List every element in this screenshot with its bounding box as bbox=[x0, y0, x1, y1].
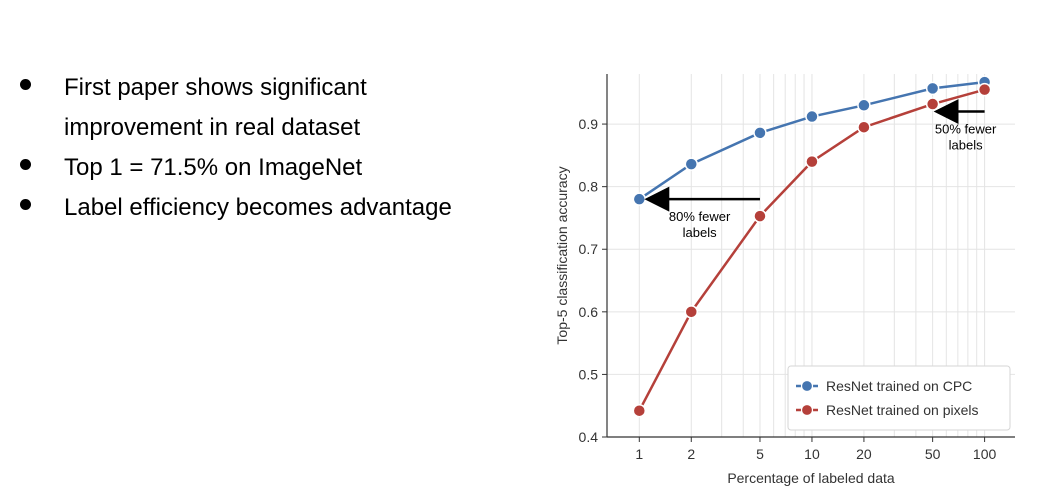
bullet-icon bbox=[20, 159, 31, 170]
accuracy-line-chart: 0.4 0.5 0.6 0.7 0.8 0.9 1 2 5 10 20 50 100 Percentage… bbox=[554, 74, 1015, 486]
bullet-text: Top 1 = 71.5% on ImageNet bbox=[64, 154, 363, 181]
y-tick-label: 0.9 bbox=[579, 116, 599, 132]
legend-swatch-marker bbox=[800, 403, 814, 417]
bullet-icon bbox=[20, 79, 31, 90]
data-point bbox=[632, 192, 647, 206]
x-tick-label: 10 bbox=[804, 446, 820, 462]
data-point bbox=[925, 97, 940, 111]
data-point bbox=[684, 157, 699, 171]
y-axis-label: Top-5 classification accuracy bbox=[554, 166, 570, 344]
x-axis-label: Percentage of labeled data bbox=[727, 470, 895, 486]
bullet-text: First paper shows significant improvemen… bbox=[64, 74, 367, 141]
legend-label: ResNet trained on CPC bbox=[826, 378, 972, 394]
y-tick-label: 0.5 bbox=[579, 366, 599, 382]
data-point bbox=[925, 81, 940, 96]
bullet-item: Label efficiency becomes advantage bbox=[20, 188, 460, 228]
legend-label: ResNet trained on pixels bbox=[826, 402, 979, 418]
x-tick-label: 5 bbox=[756, 446, 764, 462]
legend-box bbox=[787, 365, 1011, 431]
data-point bbox=[857, 120, 871, 134]
annotation-text: 50% fewer bbox=[935, 122, 997, 137]
bullet-icon bbox=[20, 199, 31, 210]
data-point bbox=[977, 82, 992, 97]
bullet-text: Label efficiency becomes advantage bbox=[64, 194, 452, 221]
y-tick-label: 0.6 bbox=[579, 304, 599, 320]
legend-swatch-marker bbox=[800, 379, 814, 393]
x-tick-label: 1 bbox=[635, 446, 643, 462]
data-point bbox=[684, 305, 699, 319]
x-tick-label: 100 bbox=[973, 446, 997, 462]
y-tick-label: 0.4 bbox=[579, 429, 599, 445]
y-tick-label: 0.7 bbox=[579, 241, 599, 257]
annotation-text: 80% fewer bbox=[669, 209, 731, 224]
x-tick-label: 20 bbox=[856, 446, 872, 462]
bullet-item: First paper shows significant improvemen… bbox=[20, 68, 460, 148]
data-point bbox=[857, 98, 871, 113]
annotation-text: labels bbox=[949, 138, 983, 153]
data-point bbox=[753, 209, 767, 223]
x-tick-label: 50 bbox=[925, 446, 941, 462]
data-point bbox=[805, 109, 819, 124]
bullet-item: Top 1 = 71.5% on ImageNet bbox=[20, 148, 460, 188]
data-point bbox=[753, 126, 767, 140]
annotation-text: labels bbox=[683, 225, 717, 240]
y-tick-label: 0.8 bbox=[579, 179, 599, 195]
data-point bbox=[632, 403, 647, 418]
data-point bbox=[805, 154, 819, 169]
bullet-list: First paper shows significant improvemen… bbox=[20, 68, 460, 228]
x-tick-label: 2 bbox=[687, 446, 695, 462]
